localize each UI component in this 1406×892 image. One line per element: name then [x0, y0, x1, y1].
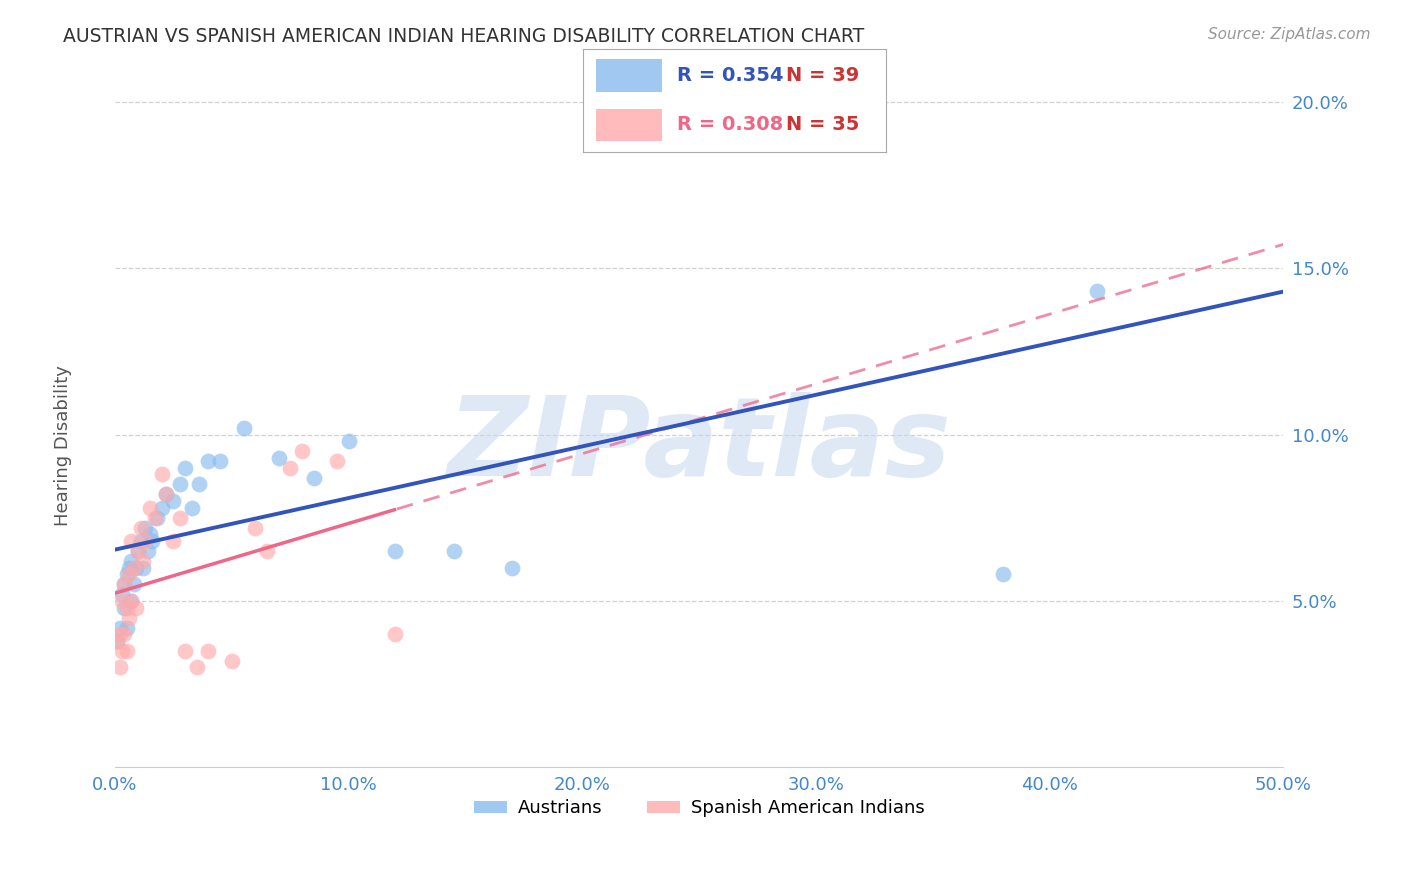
Point	[174, 460, 197, 475]
Point	[186, 660, 208, 674]
Point	[112, 577, 135, 591]
Text: N = 35: N = 35	[786, 115, 859, 135]
Point	[111, 587, 134, 601]
Point	[115, 600, 138, 615]
Point	[169, 477, 191, 491]
Point	[112, 577, 135, 591]
Point	[443, 544, 465, 558]
Point	[118, 610, 141, 624]
Point	[384, 627, 406, 641]
Point	[267, 450, 290, 465]
Point	[169, 510, 191, 524]
Text: R = 0.354: R = 0.354	[678, 66, 783, 86]
Bar	[596, 109, 662, 141]
Point	[302, 471, 325, 485]
Point	[122, 560, 145, 574]
Point	[141, 534, 163, 549]
Point	[125, 560, 148, 574]
Point	[256, 544, 278, 558]
Text: ZIPatlas: ZIPatlas	[447, 392, 950, 500]
Point	[209, 454, 232, 468]
Point	[188, 477, 211, 491]
Point	[245, 521, 267, 535]
Point	[112, 627, 135, 641]
Point	[120, 594, 142, 608]
Point	[105, 633, 128, 648]
Point	[108, 627, 131, 641]
Text: AUSTRIAN VS SPANISH AMERICAN INDIAN HEARING DISABILITY CORRELATION CHART: AUSTRIAN VS SPANISH AMERICAN INDIAN HEAR…	[63, 27, 865, 45]
Point	[115, 644, 138, 658]
Point	[155, 487, 177, 501]
Point	[291, 444, 314, 458]
Point	[120, 534, 142, 549]
Point	[174, 644, 197, 658]
Point	[139, 527, 162, 541]
Point	[146, 510, 169, 524]
Text: Hearing Disability: Hearing Disability	[55, 366, 72, 526]
Point	[641, 102, 664, 116]
Point	[337, 434, 360, 449]
Point	[136, 544, 159, 558]
Point	[105, 633, 128, 648]
Point	[501, 560, 523, 574]
Point	[150, 500, 173, 515]
Point	[108, 660, 131, 674]
Point	[120, 594, 142, 608]
Point	[134, 521, 156, 535]
Point	[162, 494, 184, 508]
Point	[111, 594, 134, 608]
Point	[127, 544, 149, 558]
Point	[991, 567, 1014, 582]
Point	[221, 654, 243, 668]
Legend: Austrians, Spanish American Indians: Austrians, Spanish American Indians	[467, 792, 932, 824]
Point	[118, 567, 141, 582]
Point	[115, 567, 138, 582]
Point	[112, 600, 135, 615]
Point	[129, 534, 152, 549]
Point	[143, 510, 166, 524]
Bar	[596, 59, 662, 92]
Point	[132, 560, 155, 574]
Point	[162, 534, 184, 549]
Point	[1085, 285, 1108, 299]
Point	[326, 454, 349, 468]
Point	[278, 460, 301, 475]
Point	[115, 620, 138, 634]
Point	[139, 500, 162, 515]
Point	[155, 487, 177, 501]
Point	[111, 644, 134, 658]
Point	[232, 421, 254, 435]
Point	[127, 544, 149, 558]
Point	[197, 644, 219, 658]
Text: N = 39: N = 39	[786, 66, 859, 86]
Point	[197, 454, 219, 468]
Point	[125, 600, 148, 615]
Point	[122, 577, 145, 591]
Text: Source: ZipAtlas.com: Source: ZipAtlas.com	[1208, 27, 1371, 42]
Point	[134, 534, 156, 549]
Point	[108, 620, 131, 634]
Point	[384, 544, 406, 558]
Point	[118, 560, 141, 574]
Point	[120, 554, 142, 568]
Point	[132, 554, 155, 568]
Point	[181, 500, 204, 515]
Point	[150, 467, 173, 482]
Text: R = 0.308: R = 0.308	[678, 115, 783, 135]
Point	[129, 521, 152, 535]
